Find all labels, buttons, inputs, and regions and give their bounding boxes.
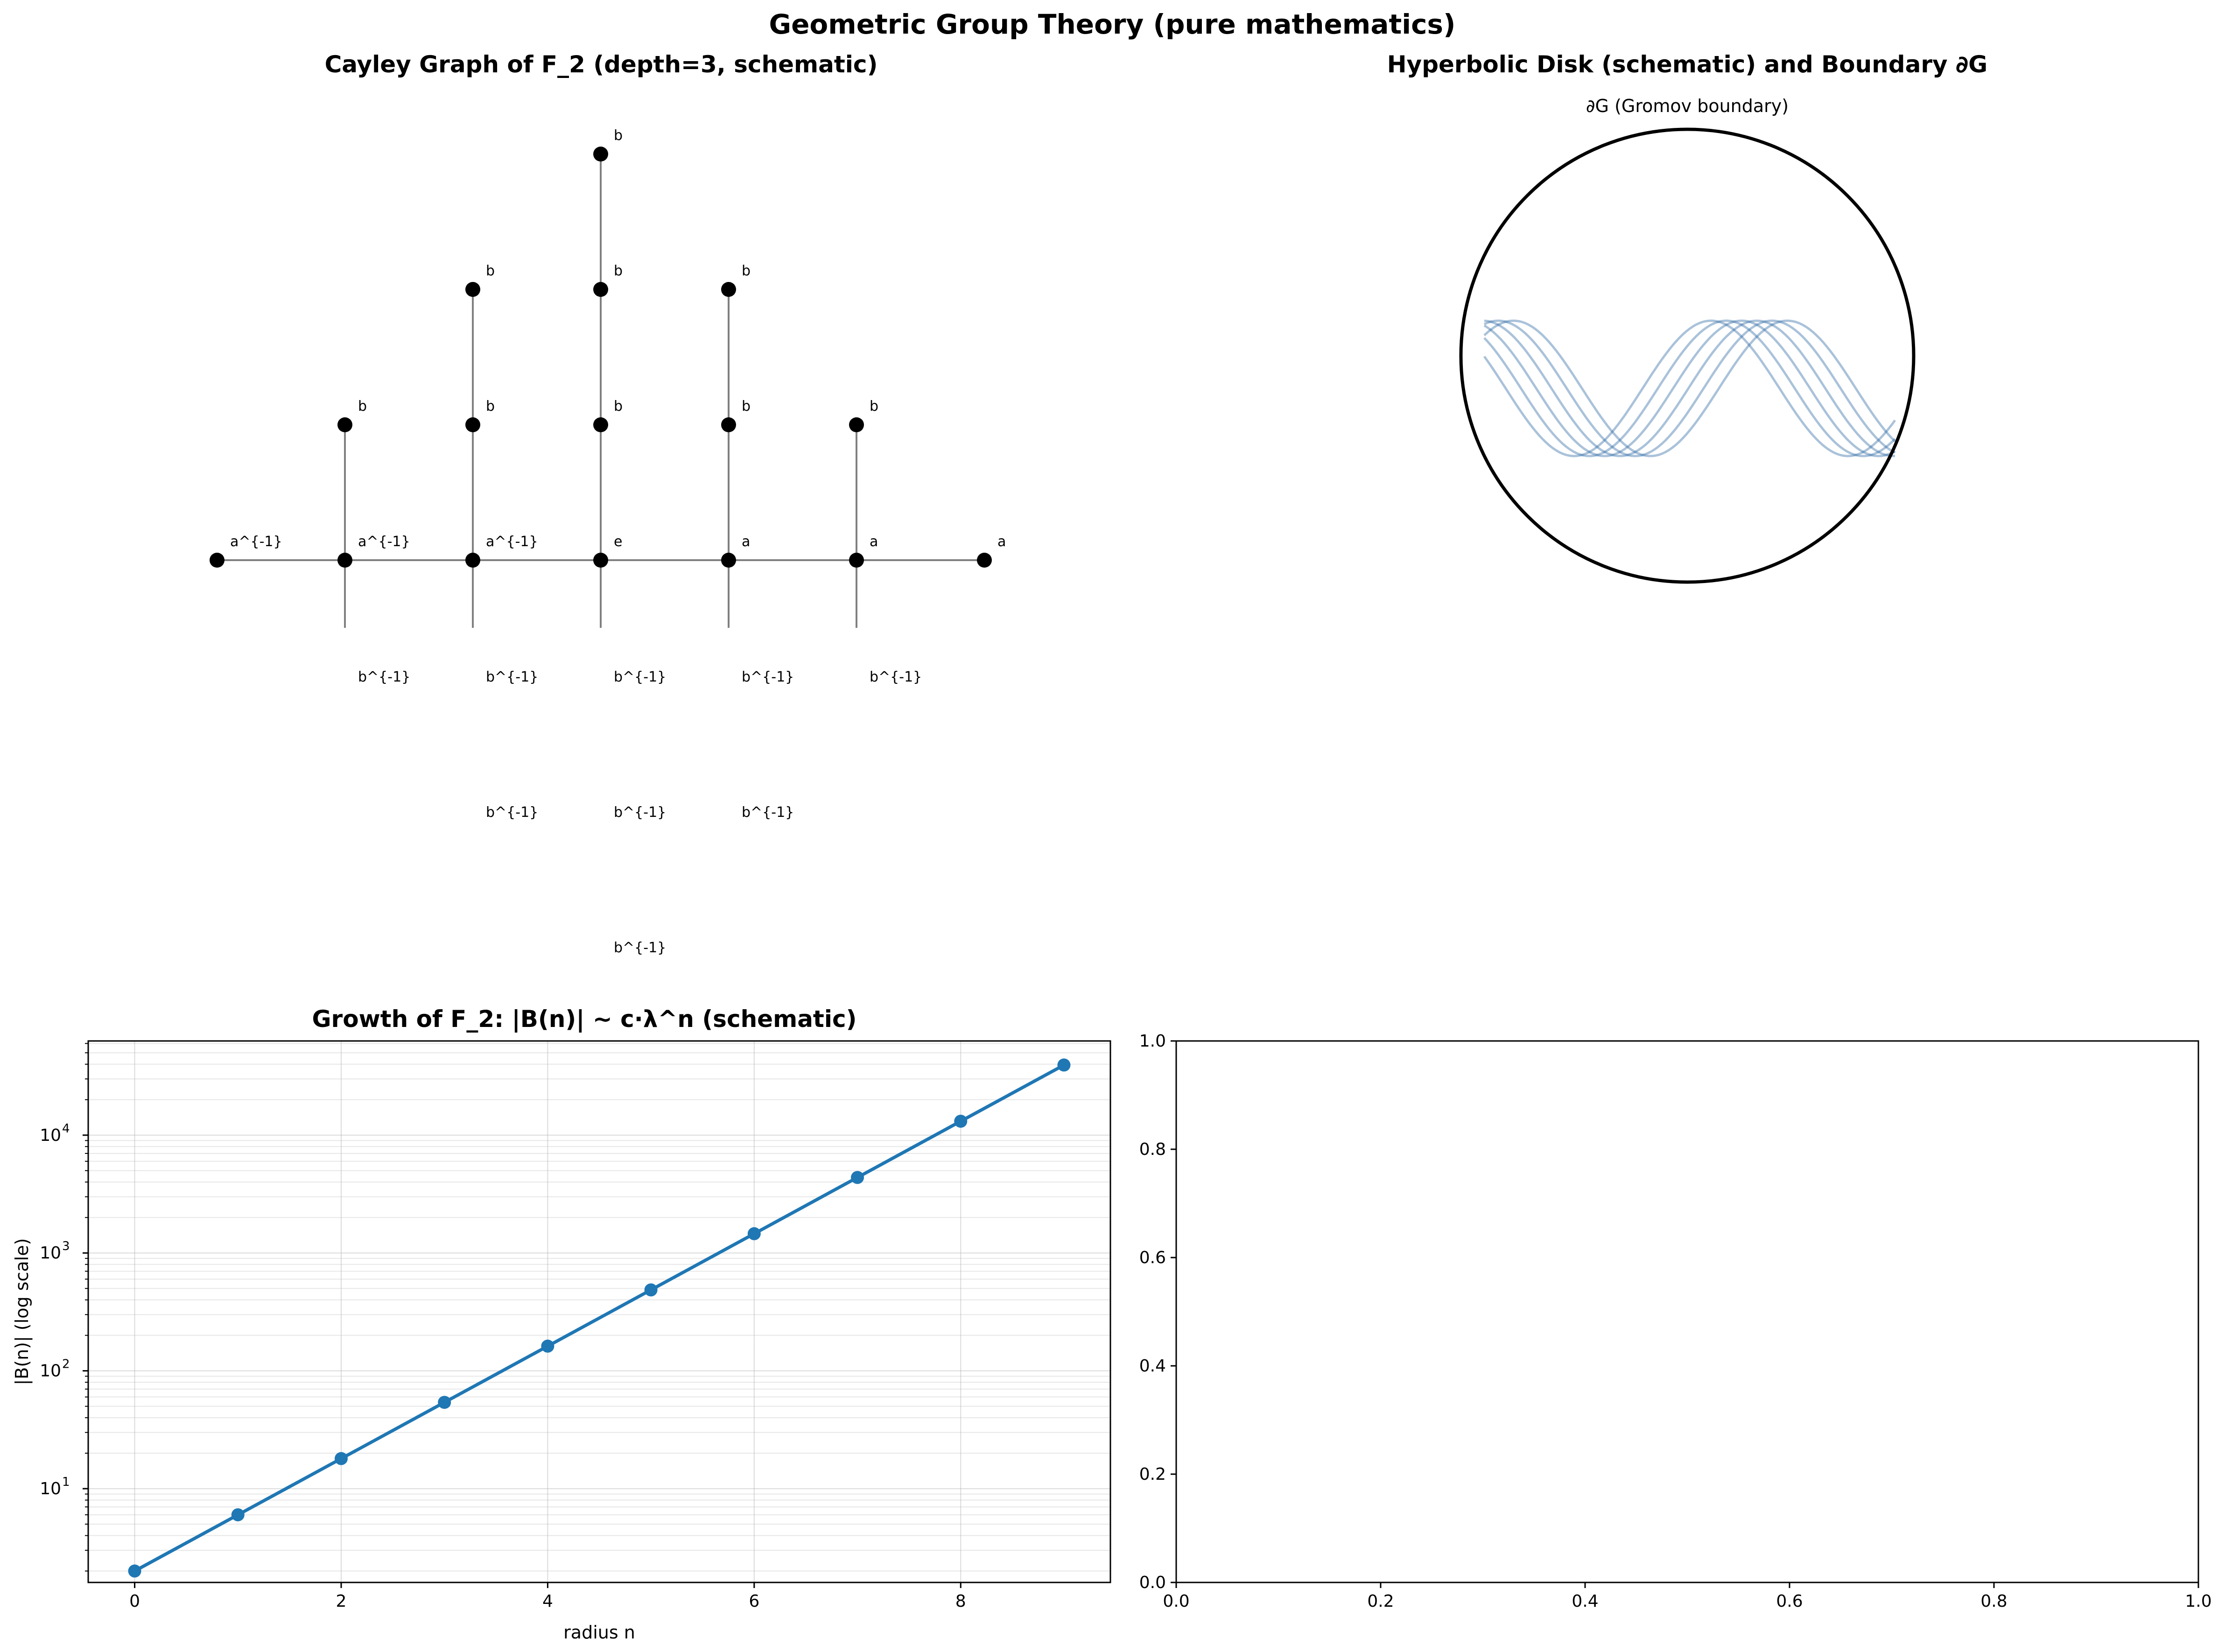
cayley-node-label: a bbox=[742, 534, 750, 550]
cayley-node-label: b bbox=[486, 398, 495, 415]
cayley-node-label: b bbox=[614, 398, 623, 415]
growth-point bbox=[128, 1564, 141, 1578]
growth-y-tick-label: 10 bbox=[40, 1244, 61, 1263]
cayley-graph-panel: Cayley Graph of F_2 (depth=3, schematic)… bbox=[210, 51, 1006, 956]
growth-line bbox=[133, 1063, 1065, 1573]
growth-point bbox=[1057, 1058, 1071, 1072]
growth-y-tick-exponent: 4 bbox=[62, 1122, 70, 1136]
geodesic-curve bbox=[1483, 319, 1896, 457]
hyperbolic-disk-panel: Hyperbolic Disk (schematic) and Boundary… bbox=[1387, 51, 1987, 584]
empty-x-tick-label: 0.4 bbox=[1572, 1592, 1598, 1611]
cayley-node-label: b bbox=[486, 263, 495, 279]
cayley-node bbox=[465, 417, 480, 432]
growth-point bbox=[954, 1114, 968, 1128]
growth-ylabel: |B(n)| (log scale) bbox=[12, 1238, 33, 1385]
cayley-node-label: b bbox=[358, 398, 367, 415]
growth-x-tick-label: 4 bbox=[542, 1592, 553, 1611]
cayley-node bbox=[465, 553, 480, 568]
growth-x-tick-label: 8 bbox=[955, 1592, 966, 1611]
growth-point bbox=[644, 1283, 658, 1297]
cayley-inverse-label: b^{-1} bbox=[614, 940, 666, 956]
cayley-node-label: b bbox=[614, 127, 623, 144]
growth-point bbox=[541, 1339, 554, 1353]
cayley-inverse-label: b^{-1} bbox=[358, 669, 410, 685]
growth-chart-panel: Growth of F_2: |B(n)| ~ c·λ^n (schematic… bbox=[12, 1005, 1111, 1643]
growth-y-tick-label: 10 bbox=[40, 1479, 61, 1498]
growth-title: Growth of F_2: |B(n)| ~ c·λ^n (schematic… bbox=[312, 1005, 857, 1033]
cayley-node-label: a bbox=[870, 534, 878, 550]
growth-x-tick-label: 6 bbox=[749, 1592, 759, 1611]
cayley-node-label: a bbox=[997, 534, 1006, 550]
growth-point bbox=[747, 1227, 761, 1240]
cayley-inverse-label: b^{-1} bbox=[742, 669, 794, 685]
cayley-node-label: a^{-1} bbox=[486, 534, 538, 550]
growth-point bbox=[231, 1508, 245, 1522]
growth-point bbox=[438, 1396, 451, 1409]
cayley-node bbox=[721, 417, 736, 432]
boundary-label: ∂G (Gromov boundary) bbox=[1586, 96, 1789, 116]
growth-axes-frame bbox=[87, 1040, 1111, 1583]
cayley-inverse-label: b^{-1} bbox=[614, 669, 666, 685]
geodesic-curve bbox=[1483, 319, 1896, 457]
cayley-inverse-label: b^{-1} bbox=[486, 804, 538, 821]
geodesic-curve bbox=[1483, 319, 1896, 457]
cayley-node bbox=[849, 553, 864, 568]
empty-y-tick-label: 0.0 bbox=[1139, 1573, 1166, 1592]
growth-point bbox=[334, 1452, 348, 1465]
cayley-node bbox=[337, 553, 352, 568]
cayley-node bbox=[977, 553, 992, 568]
empty-y-tick-label: 0.8 bbox=[1139, 1140, 1166, 1159]
cayley-node-label: b bbox=[614, 263, 623, 279]
cayley-node bbox=[465, 282, 480, 297]
empty-axes-panel: 0.0 0.2 0.4 0.6 0.8 1.0 0.0 0.2 0.4 0.6 0.8 1.0 bbox=[1139, 1032, 2212, 1611]
empty-x-tick-label: 0.8 bbox=[1980, 1592, 2007, 1611]
cayley-node-label: b bbox=[742, 263, 751, 279]
cayley-title: Cayley Graph of F_2 (depth=3, schematic) bbox=[325, 51, 878, 78]
cayley-node-label: a^{-1} bbox=[230, 534, 282, 550]
growth-xlabel: radius n bbox=[563, 1622, 635, 1643]
cayley-node-label: b bbox=[870, 398, 878, 415]
empty-y-tick-label: 0.4 bbox=[1139, 1357, 1166, 1376]
cayley-node bbox=[337, 417, 352, 432]
figure-suptitle: Geometric Group Theory (pure mathematics… bbox=[769, 8, 1455, 40]
cayley-node-label: e bbox=[614, 534, 622, 550]
growth-y-tick-exponent: 2 bbox=[62, 1357, 70, 1371]
cayley-node bbox=[593, 553, 608, 568]
cayley-node bbox=[721, 553, 736, 568]
disk-title: Hyperbolic Disk (schematic) and Boundary… bbox=[1387, 51, 1987, 78]
growth-y-tick-exponent: 1 bbox=[62, 1475, 70, 1489]
cayley-node bbox=[593, 417, 608, 432]
cayley-node bbox=[593, 147, 608, 162]
empty-y-tick-label: 0.6 bbox=[1139, 1248, 1166, 1267]
cayley-inverse-label: b^{-1} bbox=[870, 669, 922, 685]
cayley-node bbox=[210, 553, 225, 568]
geodesic-curve bbox=[1483, 319, 1896, 457]
growth-y-tick-label: 10 bbox=[40, 1362, 61, 1381]
empty-x-tick-label: 0.0 bbox=[1163, 1592, 1189, 1611]
growth-x-tick-label: 2 bbox=[336, 1592, 347, 1611]
boundary-circle bbox=[1459, 127, 1916, 584]
empty-axes-frame bbox=[1175, 1040, 2199, 1583]
cayley-inverse-label: b^{-1} bbox=[614, 804, 666, 821]
cayley-node-label: a^{-1} bbox=[358, 534, 410, 550]
growth-x-tick-label: 0 bbox=[129, 1592, 140, 1611]
cayley-inverse-label: b^{-1} bbox=[486, 669, 538, 685]
empty-x-tick-label: 0.2 bbox=[1367, 1592, 1394, 1611]
cayley-node bbox=[849, 417, 864, 432]
growth-y-tick-exponent: 3 bbox=[62, 1239, 70, 1253]
empty-y-tick-label: 1.0 bbox=[1139, 1032, 1166, 1051]
empty-x-tick-label: 0.6 bbox=[1776, 1592, 1803, 1611]
empty-x-tick-label: 1.0 bbox=[2185, 1592, 2211, 1611]
cayley-node bbox=[721, 282, 736, 297]
geodesic-curve bbox=[1484, 319, 1895, 457]
cayley-node bbox=[593, 282, 608, 297]
geodesic-curve bbox=[1483, 319, 1896, 457]
cayley-node-label: b bbox=[742, 398, 751, 415]
growth-point bbox=[851, 1171, 864, 1184]
empty-y-tick-label: 0.2 bbox=[1139, 1465, 1166, 1484]
growth-y-tick-label: 10 bbox=[40, 1126, 61, 1145]
cayley-inverse-label: b^{-1} bbox=[742, 804, 794, 821]
